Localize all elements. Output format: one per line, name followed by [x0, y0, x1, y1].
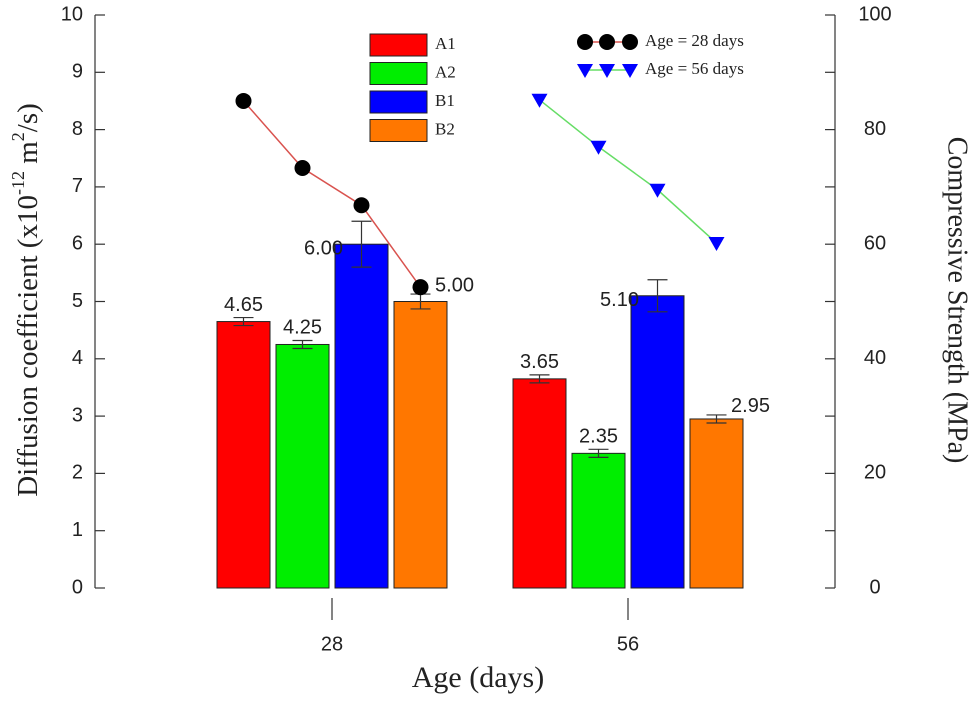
- legend-swatch: [369, 119, 428, 142]
- legend-label: Age = 28 days: [645, 31, 744, 50]
- y-tick-label: 4: [72, 347, 83, 369]
- marker: [353, 197, 370, 214]
- bar: [630, 295, 685, 589]
- y-tick-label: 8: [72, 118, 83, 140]
- legend-label: B2: [435, 119, 455, 138]
- marker: [412, 279, 429, 296]
- bar: [334, 243, 389, 589]
- line: [242, 100, 422, 288]
- error-bar: [588, 448, 609, 458]
- y-tick-label: 3: [72, 404, 83, 426]
- marker: [531, 93, 548, 108]
- y-axis-label: Diffusion coefficient (x10-12 m2/s): [8, 103, 44, 497]
- bar: [689, 418, 744, 589]
- value-label: 6.00: [304, 237, 343, 259]
- error-bar: [292, 339, 313, 350]
- bar: [216, 321, 271, 589]
- y2-tick-label: 100: [858, 3, 891, 25]
- legend-label: A2: [435, 62, 456, 81]
- y2-tick-label: 80: [864, 118, 886, 140]
- marker: [235, 92, 252, 109]
- bar: [275, 343, 330, 589]
- error-bar: [529, 374, 550, 384]
- bar: [393, 301, 448, 589]
- marker: [577, 64, 593, 78]
- y2-tick-label: 40: [864, 347, 886, 369]
- value-label: 2.35: [579, 426, 618, 448]
- value-label: 3.65: [520, 351, 559, 373]
- value-label: 5.00: [435, 274, 474, 296]
- superscript: -12: [8, 171, 28, 195]
- marker: [577, 34, 593, 50]
- y2-axis-label: Compressive Strength (MPa): [942, 137, 973, 464]
- x-tick-label: 56: [617, 633, 639, 655]
- line: [539, 99, 718, 244]
- marker: [708, 237, 725, 252]
- y-tick-label: 6: [72, 232, 83, 254]
- value-label: 2.95: [731, 395, 770, 417]
- value-label: 4.65: [224, 294, 263, 316]
- label-part: m: [12, 141, 44, 171]
- legend-swatch: [369, 62, 428, 85]
- label-part: Diffusion coefficient (x10: [12, 195, 44, 497]
- y-tick-label: 5: [72, 290, 83, 312]
- marker: [599, 64, 615, 78]
- y-tick-label: 1: [72, 519, 83, 541]
- error-bar: [233, 316, 254, 327]
- error-bar: [351, 220, 372, 268]
- y-tick-label: 7: [72, 175, 83, 197]
- label-part: /s): [12, 103, 44, 132]
- y2-tick-label: 20: [864, 462, 886, 484]
- legend-label: B1: [435, 91, 455, 110]
- bar: [512, 378, 567, 589]
- legend-label: A1: [435, 34, 456, 53]
- legend-swatch: [369, 90, 428, 114]
- y2-tick-label: 0: [869, 576, 880, 598]
- legend-swatch: [369, 33, 428, 57]
- value-label: 4.25: [283, 317, 322, 339]
- y-tick-label: 10: [61, 3, 83, 25]
- marker: [294, 159, 311, 176]
- x-tick-label: 28: [321, 633, 343, 655]
- marker: [649, 183, 666, 198]
- marker: [590, 140, 607, 155]
- y-tick-label: 2: [72, 462, 83, 484]
- y-tick-label: 0: [72, 576, 83, 598]
- error-bar: [647, 279, 668, 313]
- marker: [599, 34, 615, 50]
- error-bar: [706, 414, 727, 424]
- y2-tick-label: 60: [864, 232, 886, 254]
- superscript: 2: [8, 132, 28, 141]
- marker: [622, 34, 638, 50]
- bar: [571, 452, 626, 589]
- legend-label: Age = 56 days: [645, 59, 744, 78]
- value-label: 5.10: [600, 289, 639, 311]
- marker: [622, 64, 638, 78]
- x-axis-label: Age (days): [412, 661, 544, 694]
- y-tick-label: 9: [72, 61, 83, 83]
